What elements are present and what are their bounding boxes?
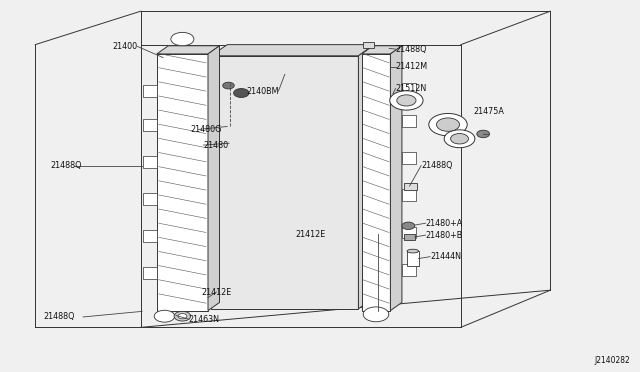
Circle shape: [444, 130, 475, 148]
Text: 21480+A: 21480+A: [426, 219, 463, 228]
Bar: [362, 54, 390, 311]
Circle shape: [234, 89, 249, 97]
Circle shape: [363, 307, 388, 322]
Text: 21488Q: 21488Q: [43, 312, 74, 321]
Text: 21400: 21400: [112, 42, 137, 51]
Bar: [402, 227, 416, 238]
Polygon shape: [358, 45, 374, 309]
Circle shape: [171, 32, 194, 46]
Circle shape: [397, 95, 416, 106]
Polygon shape: [211, 45, 374, 56]
Bar: [407, 251, 419, 266]
Bar: [143, 193, 157, 205]
Bar: [404, 183, 417, 190]
Circle shape: [436, 118, 460, 131]
Bar: [402, 189, 416, 201]
Text: 21412E: 21412E: [296, 230, 326, 239]
Bar: [143, 119, 157, 131]
Text: 2140BM: 2140BM: [246, 87, 279, 96]
Ellipse shape: [407, 249, 419, 253]
Bar: [402, 264, 416, 276]
Bar: [157, 54, 208, 311]
Circle shape: [223, 82, 234, 89]
Circle shape: [174, 311, 191, 321]
Bar: [143, 267, 157, 279]
Polygon shape: [208, 46, 220, 311]
Polygon shape: [362, 46, 402, 54]
Bar: [402, 83, 416, 95]
Bar: [402, 152, 416, 164]
Circle shape: [477, 130, 490, 138]
Circle shape: [154, 310, 175, 322]
Circle shape: [402, 222, 415, 230]
Circle shape: [429, 113, 467, 136]
Bar: [143, 85, 157, 97]
Bar: [211, 56, 358, 309]
Text: 21488Q: 21488Q: [50, 161, 81, 170]
Bar: [402, 115, 416, 127]
Circle shape: [178, 314, 187, 319]
Circle shape: [390, 91, 423, 110]
Circle shape: [451, 134, 468, 144]
Text: 21512N: 21512N: [396, 84, 427, 93]
Bar: [143, 230, 157, 242]
Text: 21480: 21480: [204, 141, 228, 150]
Bar: [143, 156, 157, 168]
Polygon shape: [390, 46, 402, 311]
Text: 21480G: 21480G: [191, 125, 222, 134]
Bar: [363, 42, 374, 48]
Text: 21412M: 21412M: [396, 62, 428, 71]
Text: 21444N: 21444N: [430, 252, 461, 261]
Text: 21475A: 21475A: [474, 107, 504, 116]
Text: 21463N: 21463N: [189, 315, 220, 324]
Text: J2140282: J2140282: [595, 356, 630, 365]
Bar: [404, 234, 415, 240]
Polygon shape: [157, 46, 220, 54]
Text: 21488Q: 21488Q: [421, 161, 452, 170]
Text: 21480+B: 21480+B: [426, 231, 463, 240]
Text: 21488Q: 21488Q: [396, 45, 427, 54]
Text: 21412E: 21412E: [202, 288, 232, 296]
